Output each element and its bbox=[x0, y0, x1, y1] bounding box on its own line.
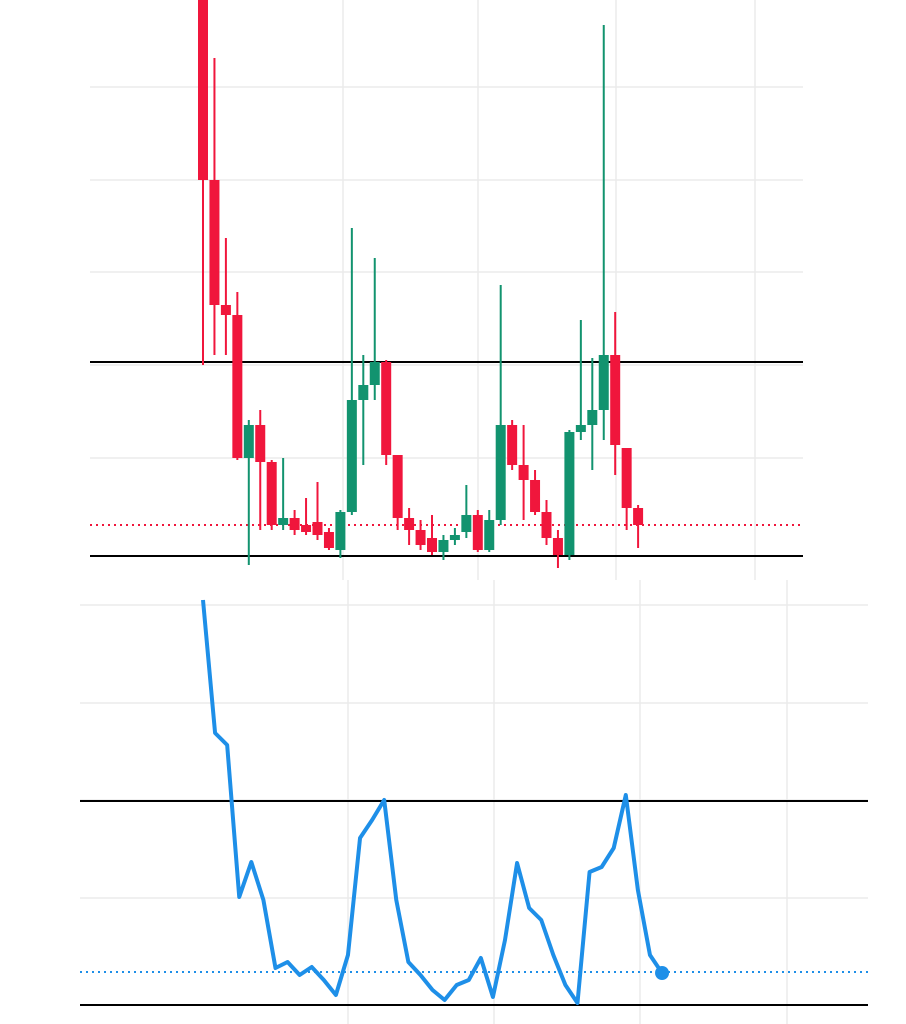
candle-body bbox=[633, 508, 644, 525]
candle-body bbox=[323, 532, 334, 548]
candle-body bbox=[358, 385, 369, 400]
candle-body bbox=[575, 425, 586, 432]
candle-body bbox=[472, 515, 483, 550]
candle-body bbox=[266, 462, 277, 525]
candle-body bbox=[415, 530, 426, 545]
candle-body bbox=[198, 0, 208, 180]
candle-body bbox=[255, 425, 266, 462]
candle-body bbox=[220, 305, 231, 315]
candle-body bbox=[209, 180, 220, 305]
candle-body bbox=[438, 540, 449, 552]
candle-body bbox=[392, 455, 403, 518]
candle-body bbox=[564, 432, 575, 555]
candle-body bbox=[552, 538, 563, 555]
candle-body bbox=[507, 425, 518, 465]
candle-body bbox=[461, 515, 472, 532]
candle-body bbox=[404, 518, 415, 530]
candle-body bbox=[243, 425, 254, 458]
candle-body bbox=[598, 355, 609, 410]
candle-body bbox=[301, 525, 312, 532]
candle-body bbox=[495, 425, 506, 520]
candle-body bbox=[449, 535, 460, 540]
candle-body bbox=[518, 465, 529, 480]
line-series bbox=[201, 599, 664, 1005]
candle-body bbox=[232, 315, 243, 458]
candle-body bbox=[621, 448, 632, 508]
candle-body bbox=[530, 480, 541, 512]
candle-body bbox=[610, 355, 621, 445]
candle-body bbox=[427, 538, 437, 552]
candle-body bbox=[369, 362, 380, 385]
candle-body bbox=[381, 362, 392, 455]
candle-body bbox=[484, 520, 495, 550]
candle-body bbox=[335, 512, 346, 550]
candle-body bbox=[541, 512, 552, 538]
candle-body bbox=[346, 400, 357, 512]
candle-body bbox=[587, 410, 598, 425]
candle-body bbox=[278, 518, 289, 525]
candle-body bbox=[289, 518, 300, 530]
last-point bbox=[655, 966, 670, 980]
candle-body bbox=[312, 522, 323, 535]
